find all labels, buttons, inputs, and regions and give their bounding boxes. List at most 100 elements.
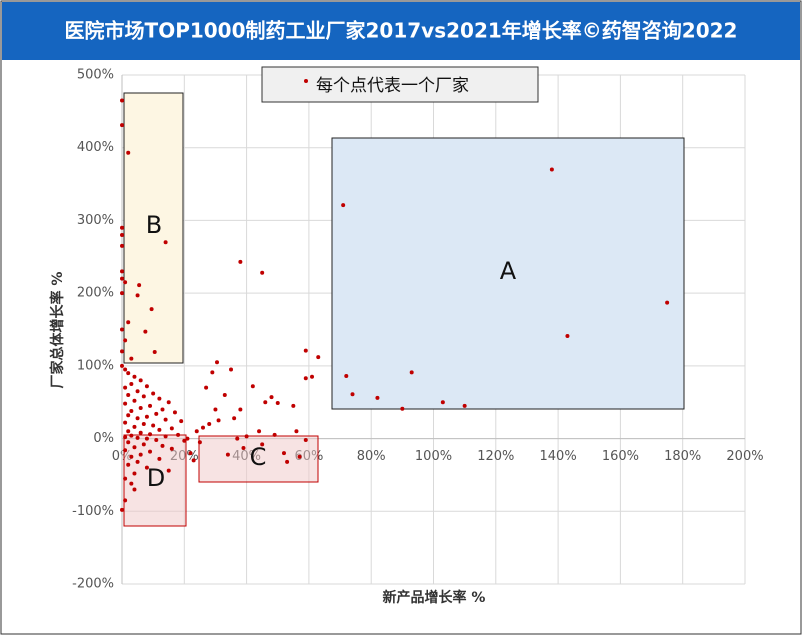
- x-tick-label: 200%: [726, 449, 763, 464]
- point: [204, 385, 209, 390]
- point: [126, 392, 131, 397]
- point: [157, 396, 162, 401]
- point: [129, 408, 134, 413]
- point: [126, 320, 131, 325]
- point: [141, 422, 146, 427]
- x-tick-label: 140%: [540, 449, 577, 464]
- point: [120, 327, 124, 332]
- point: [241, 446, 246, 451]
- point: [135, 389, 140, 394]
- point: [160, 407, 165, 412]
- point: [409, 370, 414, 375]
- point: [163, 434, 168, 439]
- point: [244, 434, 249, 439]
- region-box: [123, 434, 187, 527]
- point: [260, 442, 265, 447]
- y-axis-label: 厂家总体增长率 %: [49, 272, 66, 389]
- point: [285, 459, 290, 464]
- region-box: [123, 92, 184, 364]
- point: [172, 410, 177, 415]
- point: [120, 363, 124, 368]
- point: [144, 465, 149, 470]
- region-label: A: [500, 257, 517, 285]
- x-tick-label: 80%: [357, 449, 386, 464]
- point: [123, 338, 128, 343]
- point: [350, 392, 355, 397]
- point: [185, 436, 190, 441]
- region-label: C: [250, 443, 267, 471]
- legend-label: 每个点代表一个厂家: [316, 76, 469, 96]
- point: [154, 411, 159, 416]
- point: [225, 452, 230, 457]
- point: [148, 432, 153, 437]
- point: [137, 283, 142, 288]
- point: [440, 400, 445, 405]
- point: [303, 348, 308, 353]
- point: [222, 392, 227, 397]
- point: [149, 307, 154, 312]
- point: [120, 269, 124, 274]
- point: [316, 355, 321, 360]
- point: [341, 203, 346, 208]
- legend-box: [261, 66, 539, 103]
- point: [123, 401, 128, 406]
- point: [120, 123, 124, 128]
- point: [281, 451, 286, 456]
- point: [232, 416, 237, 421]
- point: [269, 395, 274, 400]
- point: [129, 356, 134, 361]
- point: [166, 400, 171, 405]
- point: [169, 446, 174, 451]
- point: [179, 419, 184, 424]
- point: [132, 424, 137, 429]
- point: [238, 407, 243, 412]
- y-tick-label: 400%: [77, 140, 114, 155]
- point: [263, 400, 268, 405]
- point: [151, 391, 156, 396]
- point: [120, 98, 124, 103]
- point: [303, 438, 308, 443]
- point: [163, 240, 168, 245]
- y-tick-label: -100%: [72, 504, 114, 519]
- point: [120, 276, 124, 281]
- point: [294, 429, 299, 434]
- y-tick-label: 500%: [77, 68, 114, 83]
- y-tick-label: 300%: [77, 213, 114, 228]
- point: [120, 507, 124, 512]
- point: [135, 435, 140, 440]
- point: [160, 443, 165, 448]
- point: [126, 150, 131, 155]
- point: [213, 407, 218, 412]
- point: [123, 476, 128, 481]
- point: [200, 425, 205, 430]
- point: [135, 459, 140, 464]
- point: [138, 452, 143, 457]
- point: [126, 413, 131, 418]
- point: [310, 374, 315, 379]
- point: [129, 433, 134, 438]
- point: [148, 449, 153, 454]
- point: [157, 427, 162, 432]
- point: [126, 371, 131, 376]
- point: [191, 458, 196, 463]
- x-tick-label: 120%: [477, 449, 514, 464]
- point: [400, 406, 405, 411]
- point: [163, 417, 168, 422]
- point: [462, 403, 467, 408]
- point: [344, 374, 349, 379]
- point: [144, 384, 149, 389]
- y-tick-label: 200%: [77, 286, 114, 301]
- point: [154, 438, 159, 443]
- point: [129, 382, 134, 387]
- point: [126, 440, 131, 445]
- region-label: B: [146, 211, 162, 239]
- x-tick-label: 180%: [664, 449, 701, 464]
- point: [138, 430, 143, 435]
- point: [260, 270, 265, 275]
- point: [132, 471, 137, 476]
- point: [216, 418, 221, 423]
- point: [144, 414, 149, 419]
- point: [188, 451, 193, 456]
- point: [375, 395, 380, 400]
